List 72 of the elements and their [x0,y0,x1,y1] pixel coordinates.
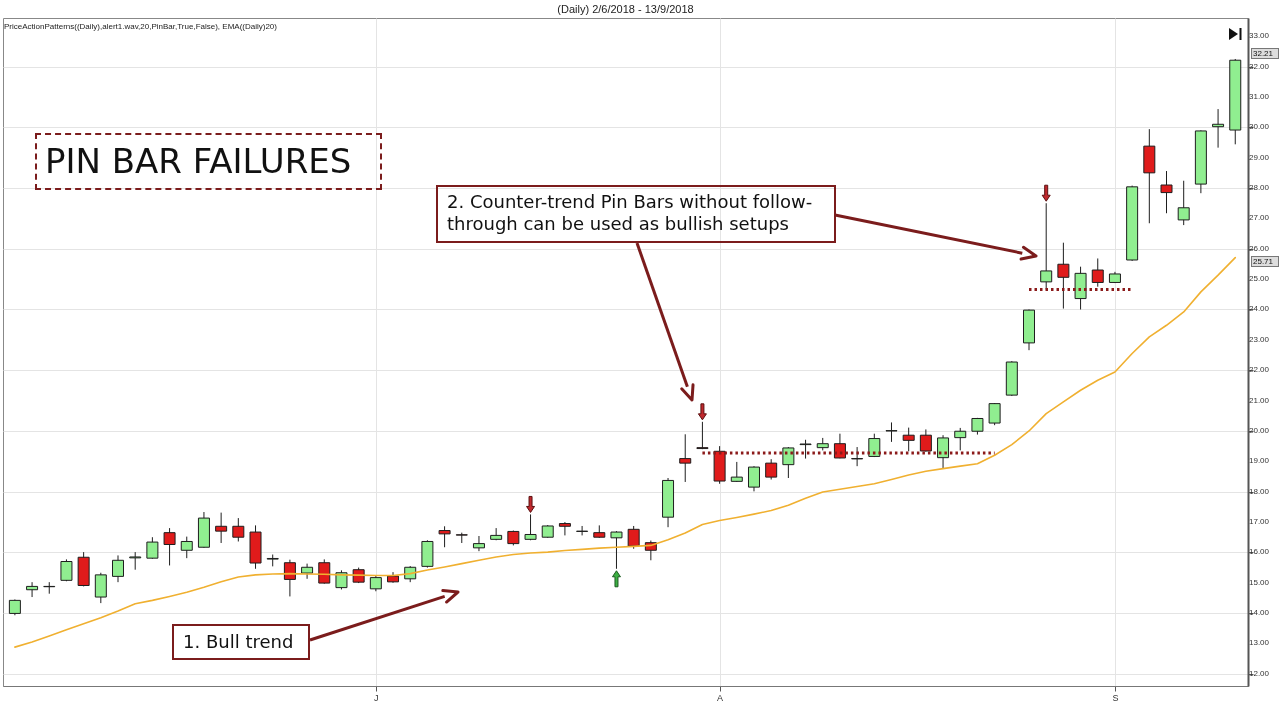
candlestick [472,535,485,552]
chart-title: (Daily) 2/6/2018 - 13/9/2018 [557,3,694,15]
candlestick [1040,202,1053,290]
candlestick [232,517,245,542]
candlestick [679,433,692,483]
y-tick-label: 29.00 [1249,152,1270,162]
candlestick [902,427,915,452]
candlestick [1057,242,1070,310]
y-tick-label: 12.00 [1249,668,1270,678]
chart-subtitle: PriceActionPatterns((Daily),alert1.wav,20,PinBar,True,False), EMA((Daily)20) [4,22,277,31]
candlestick [833,433,846,459]
x-tick-label: S [1112,692,1119,703]
candlestick [937,434,950,470]
y-tick-label: 30.00 [1249,122,1270,132]
annotation: 1. Bull trend [172,624,310,660]
y-tick-label: 26.00 [1249,243,1270,253]
y-tick-label: 32.00 [1249,61,1270,71]
text: 25.71 [1251,256,1279,267]
candlestick [730,461,743,483]
y-tick-label: 19.00 [1249,456,1270,466]
y-tick-label: 16.00 [1249,547,1270,557]
y-tick-label: 33.00 [1249,31,1270,41]
y-tick-label: 25.00 [1249,274,1270,284]
candlestick [438,525,451,548]
candlestick [782,446,795,479]
candlestick [799,439,812,460]
candlestick [954,427,967,451]
candlestick [1160,170,1173,214]
y-tick-label: 27.00 [1249,213,1270,223]
line-series [14,256,1237,648]
candlestick [696,421,709,450]
y-tick-label: 13.00 [1249,638,1270,648]
y-tick-label: 31.00 [1249,91,1270,101]
candlestick [283,559,296,597]
candlestick [301,563,314,580]
y-tick-label: 24.00 [1249,304,1270,314]
candlestick [576,525,589,536]
x-tick-label: A [717,692,724,703]
candlestick [610,530,623,570]
y-tick-label: 20.00 [1249,425,1270,435]
annotation: 2. Counter-trend Pin Bars without follow-through can be used as bullish setups [436,185,836,243]
candlestick [26,581,39,598]
y-tick-label: 21.00 [1249,395,1270,405]
candlestick [180,536,193,559]
candlestick [112,554,125,583]
y-tick-label: 18.00 [1249,486,1270,496]
y-tick-label: 15.00 [1249,577,1270,587]
candlestick [885,421,898,443]
y-tick-label: 14.00 [1249,608,1270,618]
candlestick [851,446,864,467]
y-tick-label: 22.00 [1249,365,1270,375]
candlestick [1091,257,1104,288]
candlestick [215,512,228,544]
candlestick [524,513,537,541]
candlestick [747,465,760,492]
text: 32.21 [1251,48,1279,59]
candlestick [1212,108,1225,149]
candlestick [163,527,176,566]
candlestick [94,572,107,604]
candlestick [765,458,778,481]
x-tick-label: J [374,692,379,703]
candlestick [146,536,159,560]
y-tick-label: 23.00 [1249,334,1270,344]
candlestick [1177,180,1190,226]
candlestick [558,521,571,536]
y-tick-label: 17.00 [1249,517,1270,527]
candlestick [318,558,331,585]
y-tick-label: 28.00 [1249,183,1270,193]
candlestick [627,525,640,550]
candlestick [919,428,932,453]
annotation: PIN BAR FAILURES [35,133,382,190]
candlestick [988,402,1001,426]
